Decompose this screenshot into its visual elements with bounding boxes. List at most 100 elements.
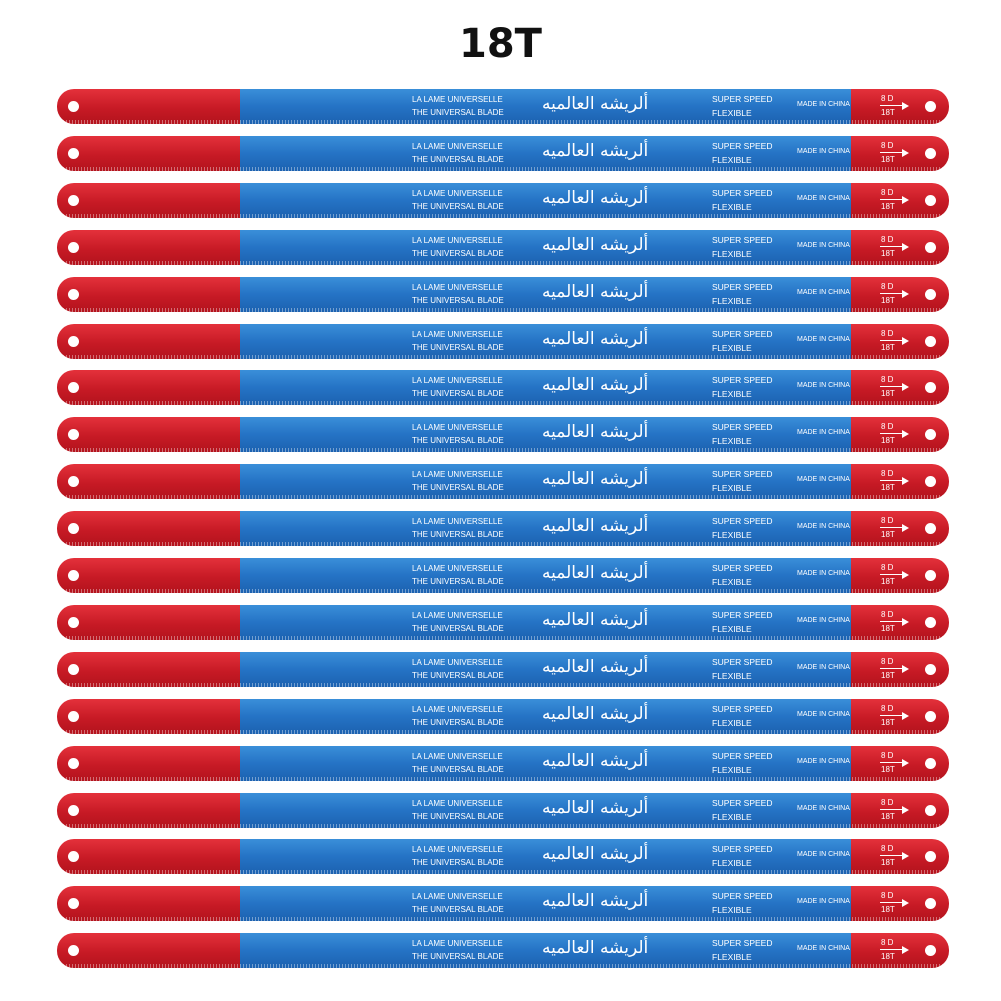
blade-label-made-in: MADE IN CHINA xyxy=(797,851,850,858)
direction-arrow-icon xyxy=(902,383,909,391)
direction-line xyxy=(880,809,902,810)
mounting-hole-right xyxy=(925,148,936,159)
blade-teeth-count: 18T xyxy=(881,671,895,680)
saw-blade: LA LAME UNIVERSELLE THE UNIVERSAL BLADE أل… xyxy=(57,324,949,359)
blade-size-badge: 8 D xyxy=(881,657,894,666)
blade-label-english: THE UNIVERSAL BLADE xyxy=(412,155,504,164)
mounting-hole-left xyxy=(68,898,79,909)
blade-label-flexible: FLEXIBLE xyxy=(712,155,752,165)
blade-blue-middle-section xyxy=(240,417,851,452)
mounting-hole-left xyxy=(68,476,79,487)
direction-line xyxy=(880,480,902,481)
blade-blue-middle-section xyxy=(240,746,851,781)
mounting-hole-left xyxy=(68,382,79,393)
blade-label-english: THE UNIVERSAL BLADE xyxy=(412,952,504,961)
direction-arrow-icon xyxy=(902,102,909,110)
blade-label-super-speed: SUPER SPEED xyxy=(712,657,773,667)
blade-label-made-in: MADE IN CHINA xyxy=(797,336,850,343)
blade-label-super-speed: SUPER SPEED xyxy=(712,94,773,104)
blade-blue-middle-section xyxy=(240,511,851,546)
direction-arrow-icon xyxy=(902,899,909,907)
blade-size-badge: 8 D xyxy=(881,798,894,807)
blade-teeth xyxy=(57,542,949,546)
blade-blue-middle-section xyxy=(240,933,851,968)
blade-teeth-count: 18T xyxy=(881,905,895,914)
blade-blue-middle-section xyxy=(240,136,851,171)
mounting-hole-right xyxy=(925,101,936,112)
mounting-hole-right xyxy=(925,664,936,675)
blade-label-arabic: ألريشه العالميه xyxy=(542,657,649,677)
blade-blue-middle-section xyxy=(240,605,851,640)
blade-label-english: THE UNIVERSAL BLADE xyxy=(412,671,504,680)
blade-label-super-speed: SUPER SPEED xyxy=(712,141,773,151)
blade-label-made-in: MADE IN CHINA xyxy=(797,570,850,577)
blade-label-flexible: FLEXIBLE xyxy=(712,202,752,212)
mounting-hole-right xyxy=(925,898,936,909)
blade-label-english: THE UNIVERSAL BLADE xyxy=(412,483,504,492)
blade-teeth-count: 18T xyxy=(881,202,895,211)
blade-label-arabic: ألريشه العالميه xyxy=(542,235,649,255)
blade-label-made-in: MADE IN CHINA xyxy=(797,476,850,483)
direction-line xyxy=(880,433,902,434)
blade-blue-middle-section xyxy=(240,183,851,218)
blade-size-badge: 8 D xyxy=(881,329,894,338)
blade-teeth xyxy=(57,401,949,405)
blade-red-left-section xyxy=(57,793,240,828)
blade-label-flexible: FLEXIBLE xyxy=(712,718,752,728)
mounting-hole-right xyxy=(925,476,936,487)
blade-label-french: LA LAME UNIVERSELLE xyxy=(412,189,503,198)
direction-line xyxy=(880,246,902,247)
blade-red-left-section xyxy=(57,746,240,781)
blade-size-badge: 8 D xyxy=(881,282,894,291)
blade-teeth xyxy=(57,167,949,171)
mounting-hole-left xyxy=(68,195,79,206)
blade-teeth xyxy=(57,120,949,124)
blade-label-french: LA LAME UNIVERSELLE xyxy=(412,376,503,385)
blade-label-flexible: FLEXIBLE xyxy=(712,530,752,540)
blade-blue-middle-section xyxy=(240,230,851,265)
blade-label-flexible: FLEXIBLE xyxy=(712,765,752,775)
direction-arrow-icon xyxy=(902,759,909,767)
direction-line xyxy=(880,855,902,856)
mounting-hole-left xyxy=(68,242,79,253)
direction-arrow-icon xyxy=(902,337,909,345)
blade-label-super-speed: SUPER SPEED xyxy=(712,798,773,808)
blade-teeth xyxy=(57,261,949,265)
blade-blue-middle-section xyxy=(240,558,851,593)
direction-line xyxy=(880,949,902,950)
blade-label-french: LA LAME UNIVERSELLE xyxy=(412,752,503,761)
blade-label-arabic: ألريشه العالميه xyxy=(542,704,649,724)
blade-label-made-in: MADE IN CHINA xyxy=(797,945,850,952)
blade-teeth xyxy=(57,308,949,312)
mounting-hole-right xyxy=(925,851,936,862)
blade-red-left-section xyxy=(57,558,240,593)
blade-size-badge: 8 D xyxy=(881,188,894,197)
direction-arrow-icon xyxy=(902,806,909,814)
blade-label-french: LA LAME UNIVERSELLE xyxy=(412,142,503,151)
direction-line xyxy=(880,762,902,763)
blade-label-french: LA LAME UNIVERSELLE xyxy=(412,658,503,667)
blade-label-flexible: FLEXIBLE xyxy=(712,812,752,822)
blade-size-badge: 8 D xyxy=(881,516,894,525)
blade-teeth xyxy=(57,964,949,968)
blade-label-arabic: ألريشه العالميه xyxy=(542,282,649,302)
blade-teeth-count: 18T xyxy=(881,624,895,633)
mounting-hole-left xyxy=(68,148,79,159)
mounting-hole-left xyxy=(68,336,79,347)
blade-label-arabic: ألريشه العالميه xyxy=(542,938,649,958)
blade-label-english: THE UNIVERSAL BLADE xyxy=(412,343,504,352)
mounting-hole-left xyxy=(68,851,79,862)
blade-label-made-in: MADE IN CHINA xyxy=(797,289,850,296)
mounting-hole-right xyxy=(925,429,936,440)
mounting-hole-left xyxy=(68,101,79,112)
blade-label-flexible: FLEXIBLE xyxy=(712,671,752,681)
blade-label-made-in: MADE IN CHINA xyxy=(797,242,850,249)
blade-blue-middle-section xyxy=(240,886,851,921)
blade-label-super-speed: SUPER SPEED xyxy=(712,516,773,526)
direction-arrow-icon xyxy=(902,196,909,204)
blade-label-arabic: ألريشه العالميه xyxy=(542,375,649,395)
blade-teeth-count: 18T xyxy=(881,718,895,727)
blade-teeth xyxy=(57,214,949,218)
blade-red-left-section xyxy=(57,370,240,405)
blade-red-left-section xyxy=(57,605,240,640)
